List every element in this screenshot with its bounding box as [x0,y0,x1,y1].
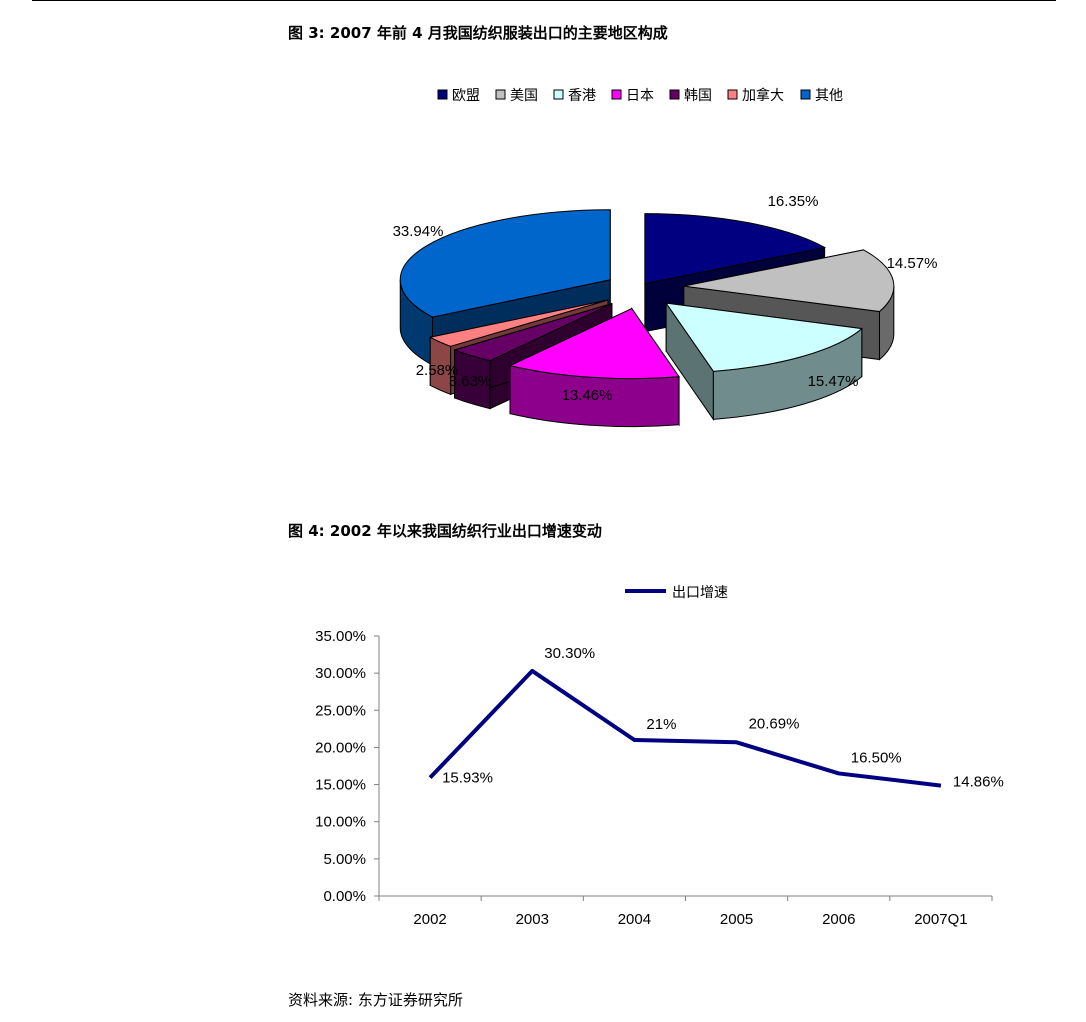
legend-swatch-6 [800,89,811,100]
pie-label-4: 3.63% [449,373,492,390]
y-tick-label-4: 20.00% [315,739,366,756]
line-series [428,668,942,788]
data-label-2: 21% [646,716,676,733]
pie-body [399,209,895,428]
top-rule [32,0,1056,1]
series-line [428,668,942,788]
x-tick-label-1: 2003 [516,911,549,928]
pie-chart: 欧盟 美国 香港 日本 韩国 加拿大 其他 16.35% 14.57% 15.47% 13.46%… [393,87,938,428]
pie-labels: 16.35% 14.57% 15.47% 13.46% 3.63%2.58% 33.94% [393,193,938,404]
pie-label-0: 16.35% [768,193,819,210]
legend-label-1: 美国 [510,88,538,104]
x-tick-label-5: 2007Q1 [914,911,967,928]
data-label-1: 30.30% [544,645,595,662]
x-tick-label-2: 2004 [618,911,651,928]
line-legend: 出口增速 [625,585,728,601]
source-note: 资料来源: 东方证券研究所 [288,991,463,1009]
legend-swatch-2 [553,89,564,100]
data-label-0: 15.93% [442,770,493,787]
line-axes: 0.00% 5.00% 10.00% 15.00% 20.00% 25.00% 30.00%… [315,628,993,928]
y-tick-label-0: 0.00% [323,888,366,905]
pie-label-2: 15.47% [808,373,859,390]
pie-label-5: 2.58% [416,362,459,379]
legend-label-0: 欧盟 [452,88,480,104]
pie-label-1: 14.57% [887,255,938,272]
figure-4-title: 图 4: 2002 年以来我国纺织行业出口增速变动 [288,522,602,540]
pie-slice-2 [665,301,863,421]
line-chart: 出口增速 0.00% 5.00% 10.00% 15.00% 20.00% 25.00% 3… [315,585,1004,928]
y-tick-label-6: 30.00% [315,665,366,682]
data-label-5: 14.86% [953,774,1004,791]
legend-swatch-0 [437,89,448,100]
pie-slice-3 [508,306,680,428]
y-tick-label-7: 35.00% [315,628,366,645]
legend-swatch-5 [727,89,738,100]
legend-swatch-4 [669,89,680,100]
legend-label-3: 日本 [626,88,654,104]
legend-swatch-1 [495,89,506,100]
pie-legend: 欧盟 美国 香港 日本 韩国 加拿大 其他 [437,87,843,104]
pie-label-6: 33.94% [393,223,444,240]
data-label-3: 20.69% [749,715,800,732]
legend-label-4: 韩国 [684,88,712,104]
figure-3-title: 图 3: 2007 年前 4 月我国纺织服装出口的主要地区构成 [288,24,668,42]
legend-label-5: 加拿大 [742,87,784,104]
legend-label-2: 香港 [568,88,596,104]
legend-swatch-3 [611,89,622,100]
data-label-4: 16.50% [851,749,902,766]
y-tick-label-5: 25.00% [315,702,366,719]
legend-label: 出口增速 [672,585,728,601]
line-labels: 15.93% 30.30% 21% 20.69% 16.50% 14.86% [442,645,1004,791]
y-tick-label-2: 10.00% [315,814,366,831]
y-tick-label-3: 15.00% [315,777,366,794]
x-tick-label-4: 2006 [822,911,855,928]
y-tick-label-1: 5.00% [323,851,366,868]
x-tick-label-3: 2005 [720,911,753,928]
pie-label-3: 13.46% [562,387,613,404]
legend-label-6: 其他 [815,88,843,104]
x-tick-label-0: 2002 [413,911,446,928]
